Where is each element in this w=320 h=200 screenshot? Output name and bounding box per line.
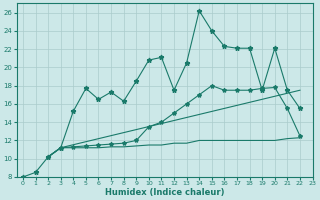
X-axis label: Humidex (Indice chaleur): Humidex (Indice chaleur) (105, 188, 224, 197)
